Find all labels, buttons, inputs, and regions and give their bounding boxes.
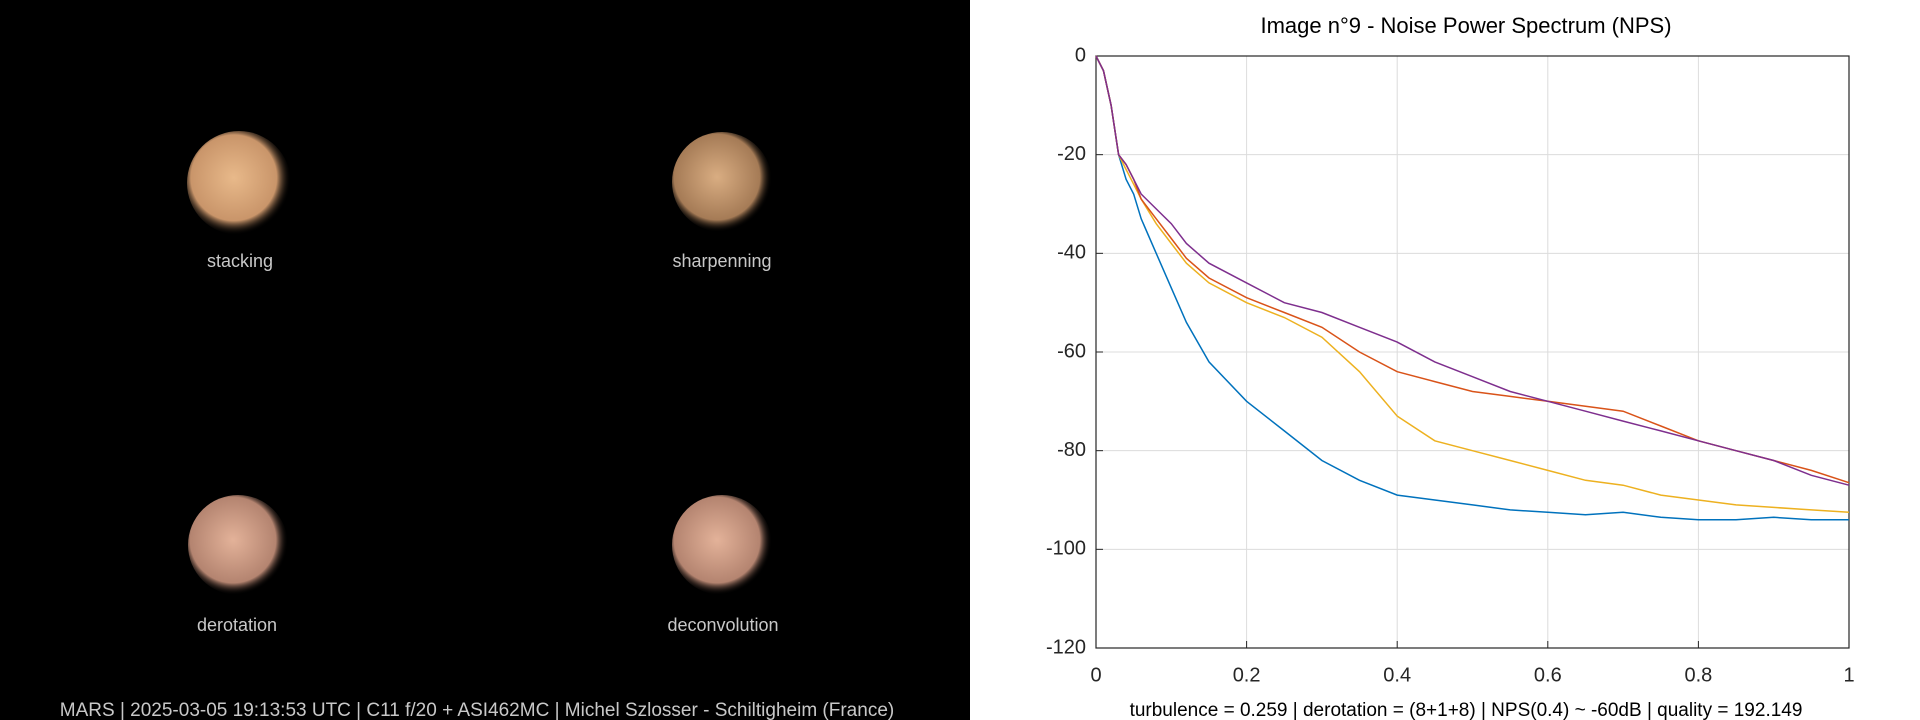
planet — [672, 132, 772, 232]
x-tick-label: 0.6 — [1534, 664, 1562, 686]
y-tick-label: -120 — [1046, 636, 1086, 658]
x-tick-label: 1 — [1843, 664, 1854, 686]
planet — [188, 495, 288, 595]
image-label: derotation — [197, 615, 277, 635]
chart-title: Image n°9 - Noise Power Spectrum (NPS) — [1260, 13, 1671, 38]
image-label: deconvolution — [667, 615, 778, 635]
footer: MARS | 2025-03-05 19:13:53 UTC | C11 f/2… — [60, 700, 894, 720]
x-tick-label: 0 — [1090, 664, 1101, 686]
x-axis-label: turbulence = 0.259 | derotation = (8+1+8… — [1130, 700, 1803, 720]
y-tick-label: 0 — [1075, 44, 1086, 66]
image-panel — [0, 0, 970, 720]
x-tick-label: 0.2 — [1233, 664, 1261, 686]
image-label: sharpenning — [672, 251, 771, 271]
plot-frame — [1095, 55, 1850, 649]
x-tick-label: 0.8 — [1684, 664, 1712, 686]
series-line — [1095, 55, 1850, 514]
series-line — [1095, 55, 1850, 486]
y-tick-label: -60 — [1057, 340, 1086, 362]
y-tick-label: -20 — [1057, 143, 1086, 165]
y-tick-label: -80 — [1057, 439, 1086, 461]
planet — [187, 131, 291, 235]
image-label: stacking — [207, 251, 273, 271]
y-tick-label: -40 — [1057, 242, 1086, 264]
planet — [672, 495, 772, 595]
y-tick-label: -100 — [1046, 538, 1086, 560]
x-tick-label: 0.4 — [1383, 664, 1411, 686]
series-line — [1095, 55, 1849, 521]
